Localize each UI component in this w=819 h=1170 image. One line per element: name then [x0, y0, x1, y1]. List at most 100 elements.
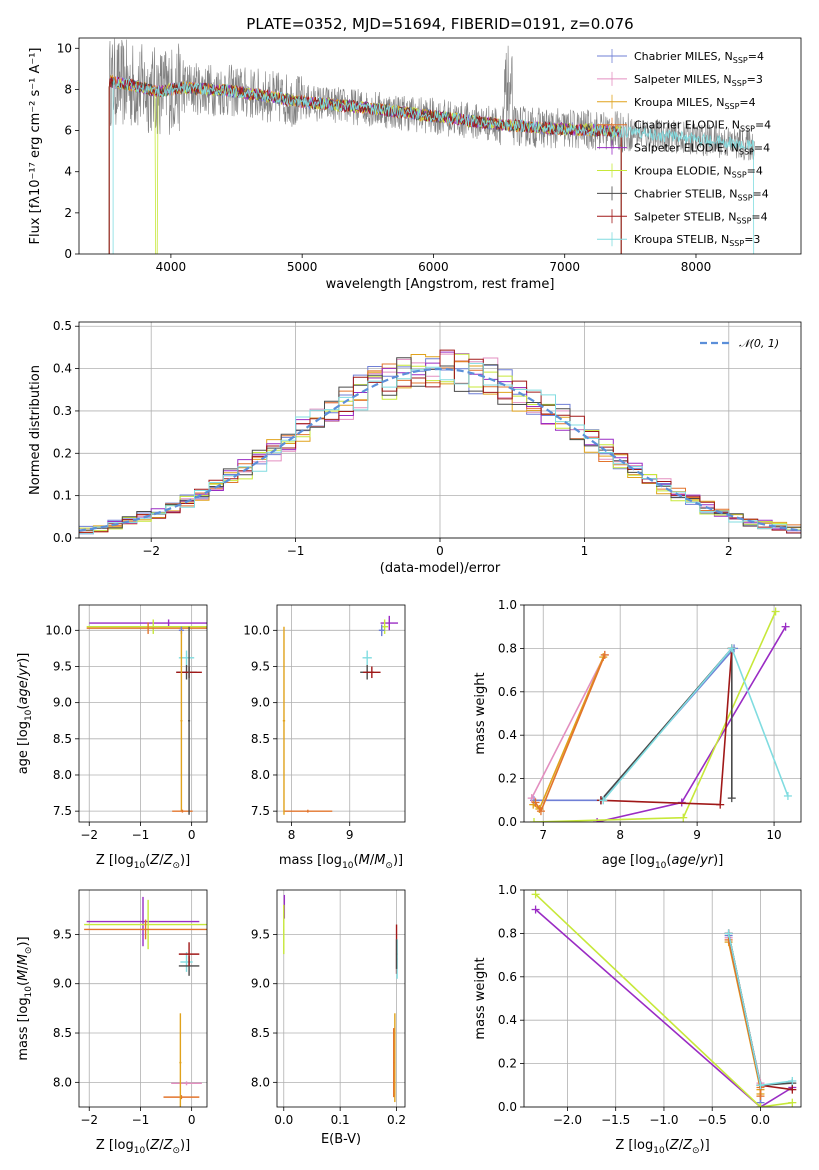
y-tick-label: 10 — [57, 41, 72, 55]
legend-entry: 𝒩(0, 1) — [739, 337, 779, 350]
y-tick-label: 8.0 — [53, 1075, 72, 1089]
weight-point — [756, 1081, 765, 1090]
y-tick-label: 0.8 — [498, 641, 517, 655]
x-tick-label: −1 — [287, 544, 305, 558]
x-tick-label: 2 — [725, 544, 733, 558]
mass-vs-metallicity-panel: −2 −1 0 8.0 8.5 9.0 9.5 Z [log10(Z/Z⊙)] mass [lo… — [16, 889, 208, 1156]
weight-point — [783, 791, 792, 800]
plot-area — [79, 349, 801, 535]
legend-entry: Salpeter MILES, NSSP=3 — [634, 73, 763, 88]
y-axis-label: Flux [fλ10⁻¹⁷ erg cm⁻² s⁻¹ A⁻¹] — [28, 48, 43, 245]
weight-point — [756, 1092, 765, 1101]
x-tick-label: 7000 — [549, 260, 580, 274]
x-tick-label: −2 — [80, 1113, 98, 1127]
model-spectrum — [108, 77, 622, 254]
y-tick-label: 0.3 — [53, 404, 72, 418]
weight-point — [771, 607, 780, 616]
plot-area — [282, 615, 399, 815]
weight-series — [599, 644, 792, 805]
y-axis-label: mass weight — [473, 672, 488, 754]
y-tick-label: 0.6 — [498, 970, 517, 984]
y-tick-label: 9.0 — [251, 977, 270, 991]
y-tick-label: 9.0 — [53, 696, 72, 710]
y-tick-label: 8 — [64, 82, 72, 96]
weight-series — [530, 607, 780, 822]
y-tick-label: 10.0 — [243, 623, 270, 637]
error-bar-point — [283, 809, 333, 813]
x-tick-label: 8 — [616, 828, 624, 842]
y-tick-label: 1.0 — [498, 883, 517, 897]
axes-frame — [78, 604, 208, 823]
weight-point — [727, 644, 736, 653]
y-tick-label: 0 — [64, 247, 72, 261]
x-tick-label: 9 — [693, 828, 701, 842]
y-tick-label: 1.0 — [498, 598, 517, 612]
legend-entry: Kroupa ELODIE, NSSP=4 — [634, 165, 763, 180]
axes-frame — [523, 604, 802, 823]
weight-point — [531, 798, 540, 807]
x-tick-label: 8 — [288, 828, 296, 842]
y-tick-label: 9.5 — [251, 659, 270, 673]
y-axis-label: age [log10(age/yr)] — [16, 653, 34, 775]
axes-frame — [78, 889, 208, 1108]
weight-point — [727, 794, 736, 803]
y-axis-label: mass [log10(M/M⊙)] — [16, 936, 34, 1060]
x-tick-label: 6000 — [418, 260, 449, 274]
plot-area — [283, 894, 398, 1103]
x-tick-label: −2 — [80, 828, 98, 842]
x-tick-label: 0 — [188, 1113, 196, 1127]
weight-point — [593, 818, 602, 822]
weight-point — [788, 1098, 797, 1107]
weight-point — [781, 622, 790, 631]
spectrum-panel: 4000 5000 6000 7000 8000 0 2 4 6 8 10 wavelength [A… — [28, 37, 802, 292]
legend-entry: Chabrier MILES, NSSP=4 — [634, 50, 764, 65]
y-tick-label: 8.5 — [53, 1026, 72, 1040]
error-bar-point — [86, 622, 207, 634]
weight-point — [724, 929, 733, 938]
weight-point — [716, 800, 725, 809]
y-tick-label: 9.5 — [251, 927, 270, 941]
x-tick-label: 4000 — [156, 260, 187, 274]
mass-vs-ebv-panel: 0.0 0.1 0.2 8.0 8.5 9.0 9.5 E(B-V) — [251, 889, 406, 1147]
age-vs-mass-panel: 8 9 7.5 8.0 8.5 9.0 9.5 10.0 mass [log10(M/M⊙)] — [243, 604, 406, 871]
y-tick-label: 0.8 — [498, 926, 517, 940]
x-tick-label: 0.1 — [331, 1113, 350, 1127]
weight-point — [788, 1085, 797, 1094]
y-tick-label: 8.0 — [251, 1075, 270, 1089]
x-tick-label: −1.5 — [601, 1113, 630, 1127]
weight-point — [531, 890, 540, 899]
x-tick-label: 0.0 — [751, 1113, 770, 1127]
weight-point — [536, 807, 545, 816]
y-tick-label: 8.5 — [251, 732, 270, 746]
x-tick-label: 8000 — [681, 260, 712, 274]
error-bar-point — [171, 1081, 202, 1086]
error-bar-point — [283, 904, 285, 955]
y-tick-label: 0.4 — [498, 728, 517, 742]
weight-series — [530, 644, 739, 805]
x-axis-label: mass [log10(M/M⊙)] — [279, 853, 403, 871]
error-bar-point — [178, 942, 200, 966]
legend-entry: Chabrier STELIB, NSSP=4 — [634, 187, 769, 202]
error-bar-point — [393, 1028, 395, 1098]
weight-vs-age-panel: 7 8 9 10 0.0 0.2 0.4 0.6 0.8 1.0 age [log10(age/yr… — [473, 598, 802, 871]
y-tick-label: 0.4 — [53, 362, 72, 376]
error-bar-point — [362, 650, 372, 666]
error-bar-point — [282, 626, 286, 815]
error-bar-point — [380, 615, 399, 631]
axes-frame — [276, 604, 406, 823]
legend-entry: Chabrier ELODIE, NSSP=4 — [634, 119, 771, 134]
weight-point — [527, 794, 536, 803]
error-bar-point — [395, 939, 398, 969]
axes-frame — [78, 37, 802, 255]
error-bar-point — [84, 899, 207, 950]
plot-area — [86, 619, 207, 815]
y-axis-label: Normed distribution — [28, 365, 43, 495]
y-tick-label: 0.1 — [53, 489, 72, 503]
x-tick-label: 1 — [581, 544, 589, 558]
weight-point — [756, 1103, 765, 1107]
legend-entry: Salpeter STELIB, NSSP=4 — [634, 210, 768, 225]
x-tick-label: 0 — [436, 544, 444, 558]
x-axis-label: Z [log10(Z/Z⊙)] — [615, 1138, 709, 1156]
x-tick-label: 0.2 — [387, 1113, 406, 1127]
y-tick-label: 6 — [64, 124, 72, 138]
